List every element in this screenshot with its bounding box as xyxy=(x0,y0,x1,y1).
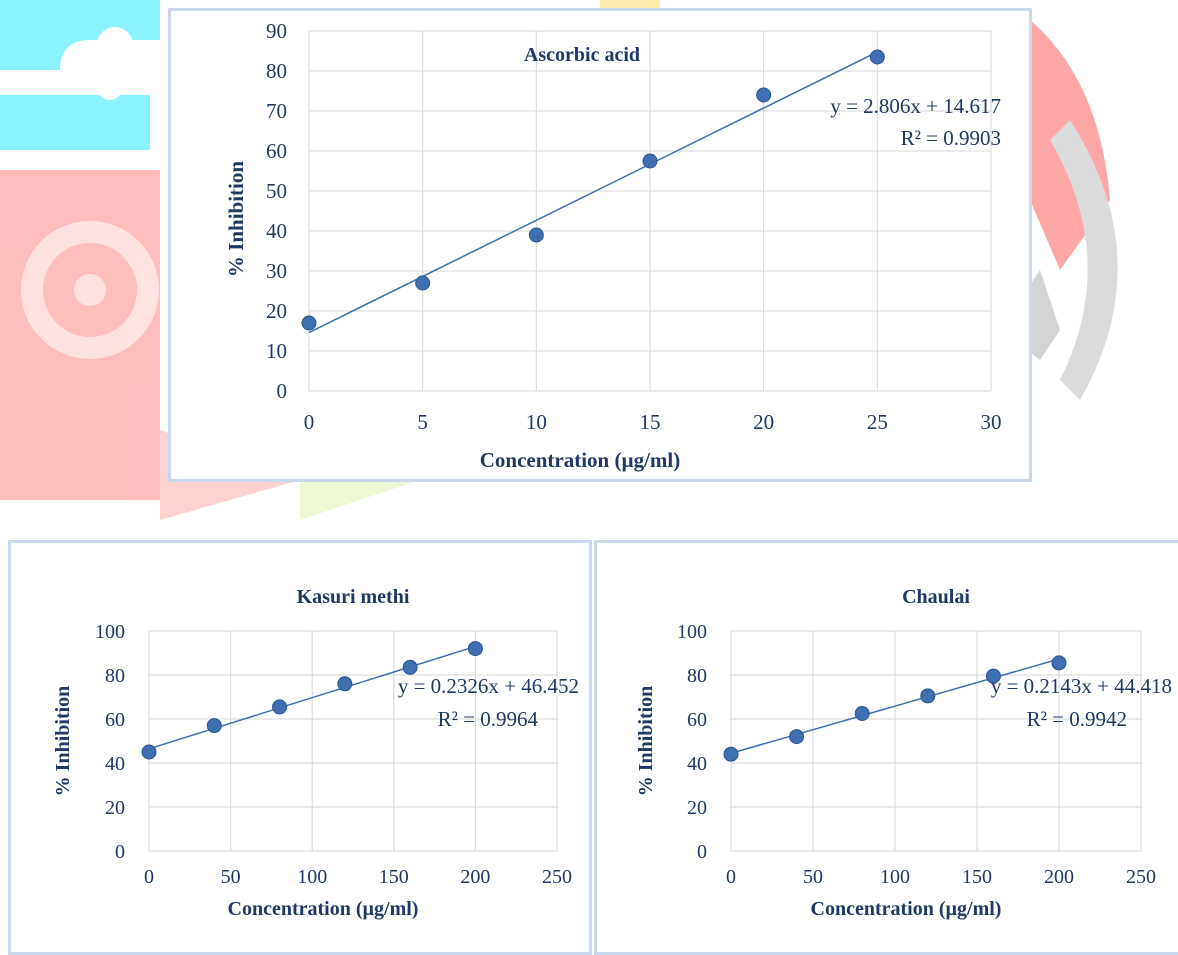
x-tick-label: 100 xyxy=(297,866,327,888)
data-point xyxy=(723,746,739,762)
data-point xyxy=(402,659,418,675)
x-tick-label: 25 xyxy=(867,410,888,434)
y-tick-label: 0 xyxy=(697,841,707,863)
trendline-equation: y = 2.806x + 14.617 xyxy=(830,94,1001,118)
chart-chaulai-svg: 0 50 100 150 200 250 0 20 40 60 80 100 Chaulai Concen… xyxy=(635,586,1172,920)
x-tick-label: 150 xyxy=(379,866,409,888)
gear-icon xyxy=(21,221,159,359)
x-tick-label: 200 xyxy=(460,866,490,888)
chart-kasuri-methi: 0 50 100 150 200 250 0 20 40 60 80 100 Kasuri methi C… xyxy=(8,540,592,955)
trendline xyxy=(148,645,476,750)
y-tick-label: 70 xyxy=(266,99,287,123)
y-tick-label: 40 xyxy=(687,753,707,775)
gridlines xyxy=(148,630,558,852)
data-point xyxy=(301,315,317,331)
r-squared-label: R² = 0.9942 xyxy=(1027,707,1127,731)
x-tick-label: 0 xyxy=(726,866,736,888)
x-tick-label: 250 xyxy=(542,866,572,888)
data-point xyxy=(985,668,1001,684)
data-point xyxy=(415,275,431,291)
chart-ascorbic-acid: 0 5 10 15 20 25 30 0 10 20 30 40 50 60 70 80 90 Ascorbic … xyxy=(168,8,1032,482)
data-point xyxy=(642,153,658,169)
chart-kasuri-methi-svg: 0 50 100 150 200 250 0 20 40 60 80 100 Kasuri methi C… xyxy=(52,586,579,920)
x-tick-label: 20 xyxy=(753,410,774,434)
x-tick-label: 150 xyxy=(962,866,992,888)
y-tick-label: 40 xyxy=(105,753,125,775)
y-tick-label: 20 xyxy=(266,299,287,323)
y-tick-label: 100 xyxy=(677,621,707,643)
x-tick-label: 250 xyxy=(1126,866,1156,888)
trendline xyxy=(308,51,878,334)
y-tick-label: 30 xyxy=(266,259,287,283)
x-tick-label: 30 xyxy=(981,410,1002,434)
chart-title: Ascorbic acid xyxy=(524,44,640,66)
trendline xyxy=(730,658,1060,755)
x-tick-label: 50 xyxy=(803,866,823,888)
x-tick-label: 200 xyxy=(1044,866,1074,888)
r-squared-label: R² = 0.9964 xyxy=(438,707,539,731)
r-squared-label: R² = 0.9903 xyxy=(901,126,1001,150)
y-axis-title: % Inhibition xyxy=(52,686,74,797)
y-tick-label: 80 xyxy=(105,665,125,687)
trendline-equation: y = 0.2143x + 44.418 xyxy=(991,674,1172,698)
chart-title: Kasuri methi xyxy=(297,586,410,608)
x-tick-label: 5 xyxy=(417,410,428,434)
y-axis-title: % Inhibition xyxy=(635,686,657,797)
x-axis-title: Concentration (µg/ml) xyxy=(811,898,1002,920)
data-point xyxy=(467,641,483,657)
gridlines xyxy=(308,30,992,392)
x-tick-label: 0 xyxy=(304,410,315,434)
y-tick-label: 10 xyxy=(266,339,287,363)
chart-chaulai: 0 50 100 150 200 250 0 20 40 60 80 100 Chaulai Concen… xyxy=(594,540,1178,955)
x-tick-label: 10 xyxy=(526,410,547,434)
chart-title: Chaulai xyxy=(902,586,970,608)
x-axis-title: Concentration (µg/ml) xyxy=(480,448,680,472)
data-point xyxy=(854,706,870,721)
y-tick-label: 0 xyxy=(277,379,288,403)
data-point xyxy=(272,699,288,715)
y-axis-title: % Inhibition xyxy=(224,161,248,277)
trendline-equation: y = 0.2326x + 46.452 xyxy=(398,674,579,698)
data-point xyxy=(206,718,222,734)
data-point xyxy=(141,744,157,760)
data-point xyxy=(756,87,772,103)
y-tick-label: 0 xyxy=(115,841,125,863)
data-point xyxy=(1051,655,1067,671)
x-tick-label: 0 xyxy=(144,866,154,888)
data-point xyxy=(337,676,353,692)
x-axis-title: Concentration (µg/ml) xyxy=(228,898,419,920)
y-tick-label: 80 xyxy=(687,665,707,687)
data-point xyxy=(920,688,936,704)
data-point xyxy=(869,49,885,65)
chart-ascorbic-acid-svg: 0 5 10 15 20 25 30 0 10 20 30 40 50 60 70 80 90 Ascorbic … xyxy=(224,19,1002,472)
y-tick-label: 60 xyxy=(105,709,125,731)
x-tick-label: 15 xyxy=(640,410,661,434)
gridlines xyxy=(730,630,1142,852)
y-tick-label: 50 xyxy=(266,179,287,203)
y-tick-label: 60 xyxy=(687,709,707,731)
y-tick-label: 60 xyxy=(266,139,287,163)
data-point xyxy=(789,729,805,745)
y-tick-label: 20 xyxy=(687,797,707,819)
y-tick-label: 20 xyxy=(105,797,125,819)
data-point xyxy=(528,227,544,243)
y-tick-label: 80 xyxy=(266,59,287,83)
y-tick-label: 90 xyxy=(266,19,287,43)
y-tick-label: 40 xyxy=(266,219,287,243)
x-tick-label: 50 xyxy=(221,866,241,888)
x-tick-label: 100 xyxy=(880,866,910,888)
y-tick-label: 100 xyxy=(95,621,125,643)
